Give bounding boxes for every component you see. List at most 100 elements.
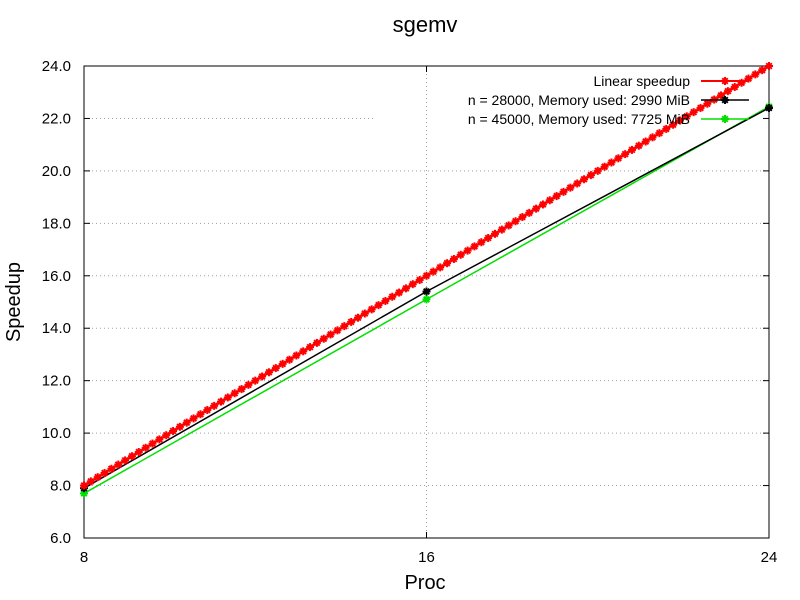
- y-tick-label: 16.0: [42, 268, 71, 285]
- data-point: [141, 443, 150, 452]
- data-point: [422, 271, 431, 280]
- data-point: [511, 217, 520, 226]
- y-tick-label: 6.0: [50, 530, 71, 547]
- data-point: [251, 376, 260, 385]
- data-point: [312, 338, 321, 347]
- data-point: [662, 124, 671, 133]
- data-point: [381, 296, 390, 305]
- x-tick-label: 8: [80, 549, 88, 566]
- data-point: [114, 460, 123, 469]
- y-tick-label: 18.0: [42, 215, 71, 232]
- data-point: [497, 225, 506, 234]
- data-point: [326, 330, 335, 339]
- data-point: [443, 259, 452, 268]
- x-axis-label: Proc: [404, 572, 445, 594]
- data-point: [134, 447, 143, 456]
- data-point: [415, 275, 424, 284]
- data-point: [586, 171, 595, 180]
- data-point: [628, 145, 636, 154]
- data-point: [408, 280, 417, 289]
- data-point: [655, 129, 664, 138]
- data-point: [484, 234, 493, 243]
- axes: 6.0 8.0 10.0 12.0 14.0 16.0 18.0 20.0 22.0 24.0 8 1…: [42, 58, 778, 566]
- data-point: [388, 292, 397, 301]
- data-point: [189, 414, 198, 423]
- data-point: [634, 141, 643, 150]
- data-point: [127, 452, 136, 461]
- data-point: [155, 435, 164, 444]
- data-point: [552, 192, 561, 201]
- data-point: [607, 158, 616, 167]
- data-point: [518, 213, 527, 222]
- y-tick-label: 10.0: [42, 425, 71, 442]
- data-point: [545, 196, 554, 205]
- data-point: [299, 347, 308, 356]
- data-point: [737, 78, 746, 87]
- data-point: [175, 422, 184, 431]
- legend-marker: [721, 77, 729, 85]
- data-point: [223, 393, 232, 402]
- data-point: [675, 116, 684, 125]
- data-point: [100, 468, 109, 477]
- data-point: [285, 355, 294, 364]
- data-point: [306, 343, 315, 352]
- data-point: [614, 154, 623, 163]
- data-point: [210, 401, 219, 410]
- legend-label: n = 28000, Memory used: 2990 MiB: [468, 92, 690, 108]
- data-point: [559, 187, 568, 196]
- data-point: [107, 464, 116, 473]
- data-point: [429, 267, 438, 276]
- data-point: [491, 229, 499, 238]
- data-point: [395, 288, 404, 297]
- data-point: [271, 364, 280, 373]
- data-point: [340, 322, 349, 331]
- data-point: [264, 368, 273, 377]
- data-point: [648, 133, 657, 142]
- data-point: [703, 99, 712, 108]
- data-point: [148, 439, 157, 448]
- data-point: [689, 108, 698, 117]
- data-point: [86, 477, 95, 486]
- data-point: [258, 372, 267, 381]
- data-point: [230, 389, 239, 398]
- data-point: [730, 82, 739, 91]
- data-point: [566, 183, 575, 192]
- plot-frame: [83, 65, 770, 539]
- data-point: [669, 120, 678, 129]
- x-tick-label: 16: [418, 549, 435, 566]
- data-point: [758, 66, 767, 75]
- data-point: [203, 406, 212, 415]
- data-point: [319, 334, 328, 343]
- data-point: [765, 62, 773, 70]
- data-point: [244, 380, 253, 389]
- data-point: [682, 112, 691, 121]
- y-tick-label: 22.0: [42, 110, 71, 127]
- y-tick-label: 12.0: [42, 373, 71, 390]
- data-point: [422, 287, 431, 296]
- data-point: [93, 473, 102, 482]
- data-point: [696, 103, 705, 112]
- data-point: [621, 150, 630, 159]
- data-point: [80, 481, 88, 490]
- legend-marker: [721, 96, 729, 104]
- y-tick-label: 14.0: [42, 320, 71, 337]
- series-0: [80, 62, 773, 490]
- data-point: [401, 284, 410, 293]
- data-point: [182, 418, 191, 427]
- data-point: [470, 242, 479, 251]
- data-point: [477, 238, 486, 247]
- data-point: [751, 70, 760, 79]
- y-tick-label: 24.0: [42, 58, 71, 75]
- data-point: [217, 397, 225, 406]
- data-point: [347, 317, 356, 326]
- y-axis-label: Speedup: [3, 262, 25, 342]
- data-point: [765, 103, 773, 112]
- data-point: [367, 305, 376, 314]
- data-point: [237, 385, 246, 394]
- data-point: [162, 431, 171, 440]
- data-point: [525, 208, 534, 217]
- data-point: [456, 250, 465, 259]
- data-point: [196, 410, 205, 419]
- data-point: [504, 221, 513, 230]
